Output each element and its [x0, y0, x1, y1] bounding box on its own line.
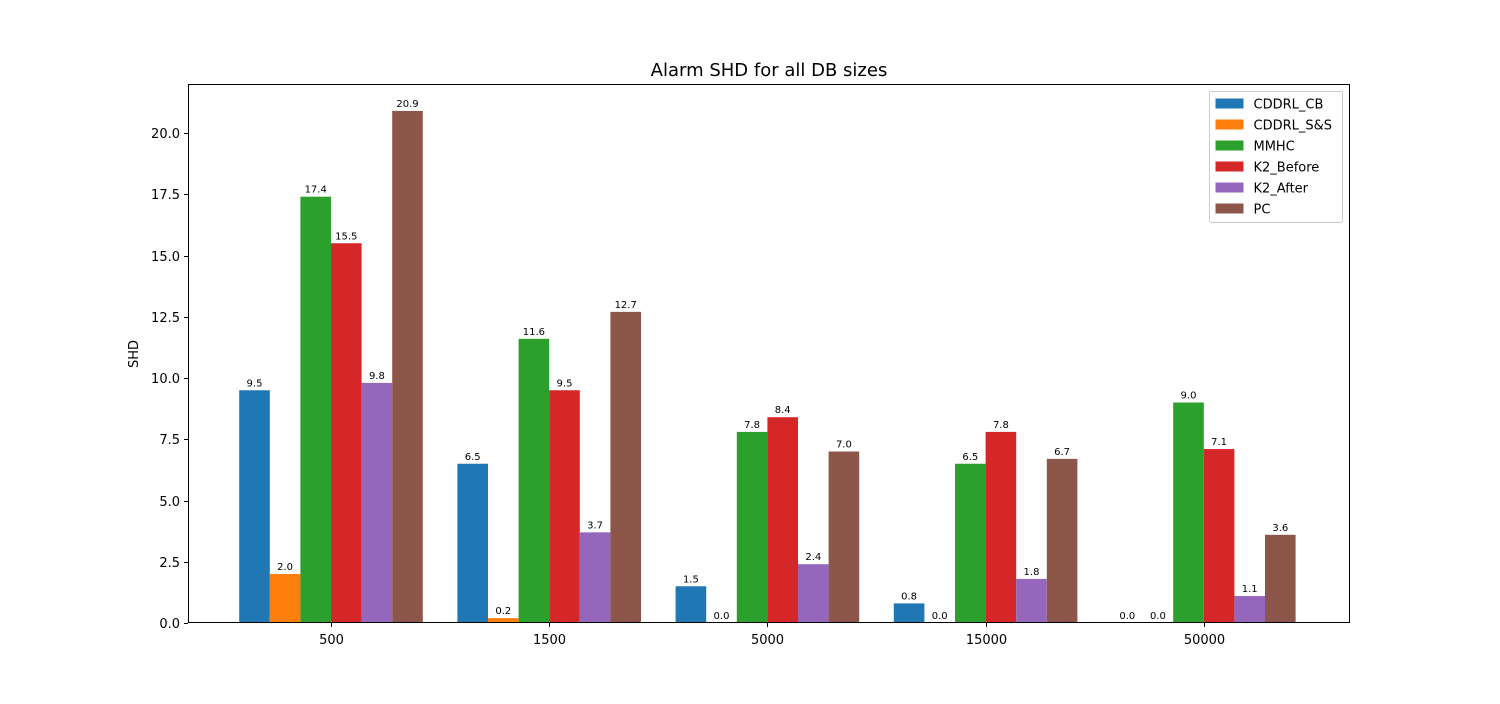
data-label: 9.0 [1181, 391, 1197, 402]
y-tick-label: 7.5 [159, 433, 180, 448]
data-label: 0.0 [1150, 611, 1166, 622]
bar-pc-1500 [610, 311, 641, 623]
y-tick-label: 15.0 [151, 250, 180, 265]
bar-k2-after-15000 [1016, 578, 1047, 623]
data-label: 0.2 [495, 606, 511, 617]
bar-mmhc-15000 [955, 463, 986, 623]
legend: CDDRL_CB CDDRL_S&S MMHC K2_Before K2_After PC [1209, 91, 1343, 223]
bar-k2-after-1500 [579, 532, 611, 623]
bar-k2-after-50000 [1234, 596, 1265, 623]
legend-swatch [1215, 140, 1244, 151]
y-axis-ticks: 0.0 2.5 5.0 7.5 10.0 12.5 15.0 17.5 20.0 [151, 127, 188, 632]
data-label: 0.0 [1119, 611, 1135, 622]
legend-label: MMHC [1254, 140, 1295, 155]
x-tick-label: 5000 [751, 633, 784, 648]
bar-mmhc-50000 [1173, 402, 1204, 623]
data-label: 9.8 [369, 371, 385, 382]
legend-swatch [1215, 119, 1244, 130]
bar-k2-after-500 [361, 382, 393, 623]
bar-k2-before-5000 [767, 417, 798, 623]
y-tick-label: 5.0 [159, 495, 180, 510]
legend-swatch [1215, 203, 1244, 214]
x-tick-label: 15000 [966, 633, 1007, 648]
data-label: 3.7 [587, 520, 603, 531]
data-label: 20.9 [396, 99, 418, 110]
bar-cddrl-s-s-1500 [488, 618, 519, 623]
y-axis-label: SHD [127, 340, 142, 368]
data-label: 9.5 [247, 378, 263, 389]
bar-pc-500 [392, 110, 423, 623]
legend-label: CDDRL_S&S [1254, 119, 1333, 134]
data-label: 7.8 [993, 420, 1009, 431]
legend-swatch [1215, 182, 1244, 193]
legend-label: PC [1254, 203, 1271, 218]
data-label: 1.5 [683, 574, 699, 585]
y-tick-label: 10.0 [151, 372, 180, 387]
legend-label: K2_After [1254, 182, 1309, 197]
data-label: 0.0 [714, 611, 730, 622]
legend-swatch [1215, 161, 1244, 172]
bar-k2-after-5000 [798, 564, 829, 623]
bar-k2-before-1500 [549, 390, 580, 623]
data-label: 0.0 [932, 611, 948, 622]
x-axis-ticks: 500 1500 5000 15000 50000 [319, 623, 1225, 648]
bar-pc-5000 [828, 451, 860, 623]
data-label: 17.4 [305, 185, 327, 196]
data-label: 7.0 [836, 440, 852, 451]
legend-label: CDDRL_CB [1254, 98, 1324, 113]
x-tick-label: 50000 [1184, 633, 1225, 648]
data-label: 2.0 [277, 562, 293, 573]
bar-cddrl-cb-5000 [675, 586, 707, 623]
y-tick-label: 17.5 [151, 188, 180, 203]
bar-cddrl-cb-1500 [457, 463, 488, 623]
bar-cddrl-cb-500 [239, 390, 270, 623]
y-tick-label: 2.5 [159, 556, 180, 571]
y-tick-label: 12.5 [151, 311, 180, 326]
data-label: 3.6 [1272, 523, 1288, 534]
plot-frame [188, 84, 1350, 623]
bar-k2-before-500 [331, 243, 362, 623]
y-tick-label: 20.0 [151, 127, 180, 142]
bar-pc-50000 [1265, 534, 1296, 623]
data-label: 7.1 [1211, 437, 1227, 448]
data-label: 11.6 [523, 327, 545, 338]
data-label: 12.7 [615, 300, 637, 311]
data-label: 1.1 [1242, 584, 1258, 595]
bar-cddrl-s-s-500 [269, 574, 301, 623]
data-label: 6.5 [962, 452, 978, 463]
data-label: 2.4 [805, 552, 821, 563]
data-label: 15.5 [335, 231, 357, 242]
data-label: 6.7 [1054, 447, 1070, 458]
data-label: 8.4 [775, 405, 791, 416]
chart-title: Alarm SHD for all DB sizes [651, 60, 888, 81]
bar-pc-15000 [1046, 458, 1078, 623]
y-tick-label: 0.0 [159, 617, 180, 632]
data-label: 9.5 [557, 378, 573, 389]
data-label: 1.8 [1024, 567, 1040, 578]
bar-k2-before-15000 [985, 431, 1017, 623]
data-label: 0.8 [901, 591, 917, 602]
data-labels-layer: 9.5 6.5 1.5 0.8 0.0 2.0 0.2 0.0 0.0 0.0 17.4 11.6 7.… [247, 99, 1289, 622]
legend-label: K2_Before [1254, 161, 1320, 176]
bar-mmhc-1500 [518, 338, 550, 623]
bar-mmhc-500 [300, 196, 331, 623]
bar-cddrl-cb-15000 [893, 603, 925, 623]
x-tick-label: 500 [319, 633, 344, 648]
data-label: 7.8 [744, 420, 760, 431]
bar-k2-before-50000 [1203, 449, 1235, 623]
data-label: 6.5 [465, 452, 481, 463]
legend-swatch [1215, 98, 1244, 109]
bars-layer [239, 110, 1296, 623]
x-tick-label: 1500 [533, 633, 566, 648]
bar-mmhc-5000 [736, 431, 768, 623]
